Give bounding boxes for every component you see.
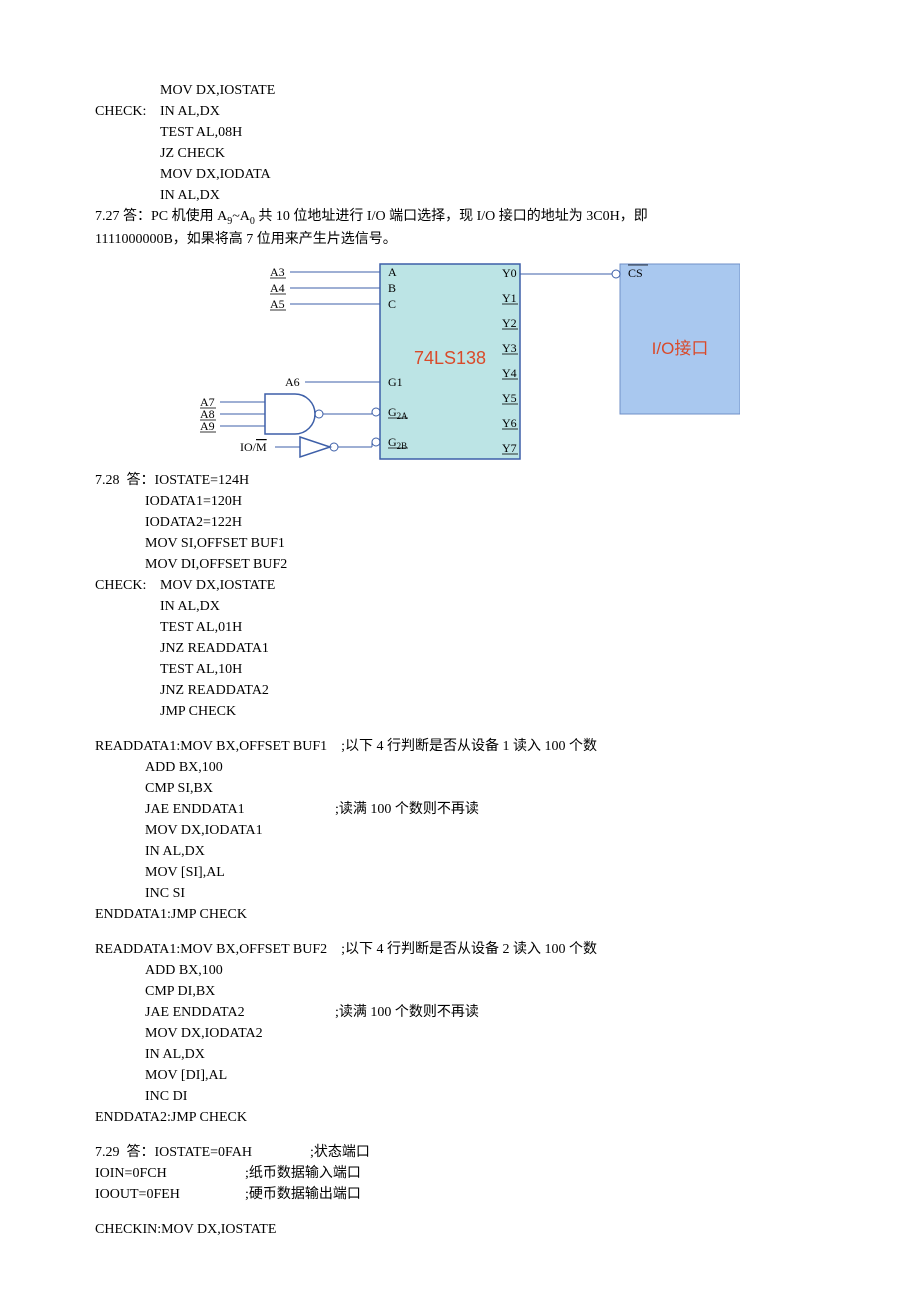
code-line: CHECKIN:MOV DX,IOSTATE (95, 1219, 825, 1240)
pin-y3: Y3 (502, 341, 517, 355)
cs-label: CS (628, 266, 643, 280)
decoder-diagram: 74LS138 A B C A3 A4 A5 G1 G2A G2B A6 A7 … (95, 254, 825, 464)
code-line: IN AL,DX (95, 185, 825, 206)
in-a6: A6 (285, 375, 300, 389)
code-line: TEST AL,08H (95, 122, 825, 143)
code: MOV DX,IOSTATE (160, 575, 275, 596)
code-line: MOV DX,IOSTATE (95, 80, 825, 101)
pin-g1: G1 (388, 375, 403, 389)
code-line: CMP SI,BX (95, 778, 825, 799)
in-a9: A9 (200, 419, 215, 433)
code-line: IOIN=0FCH;纸币数据输入端口 (95, 1163, 825, 1184)
label: CHECK: (95, 101, 160, 122)
pin-y5: Y5 (502, 391, 517, 405)
code-line: ENDDATA1:JMP CHECK (95, 904, 825, 925)
in-iom: IO/M (240, 440, 267, 454)
pin-y7: Y7 (502, 441, 517, 455)
nand-gate (265, 394, 315, 434)
chip-label: 74LS138 (414, 348, 486, 368)
pin-c: C (388, 297, 396, 311)
code-line: TEST AL,10H (95, 659, 825, 680)
code-line: 7.29 答：IOSTATE=0FAH;状态端口 (95, 1142, 825, 1163)
pin-y0: Y0 (502, 266, 517, 280)
code-line: JAE ENDDATA1;读满 100 个数则不再读 (95, 799, 825, 820)
code-line: CMP DI,BX (95, 981, 825, 1002)
code-line: 7.28 答：IOSTATE=124H (95, 470, 825, 491)
code-line: INC SI (95, 883, 825, 904)
q727-text2: 1111000000B，如果将高 7 位用来产生片选信号。 (95, 229, 825, 250)
q727-text: 7.27 答：PC 机使用 A9~A0 共 10 位地址进行 I/O 端口选择，… (95, 206, 825, 229)
code-line: IODATA1=120H (95, 491, 825, 512)
code-line: MOV DX,IODATA2 (95, 1023, 825, 1044)
pin-b: B (388, 281, 396, 295)
code-line: ADD BX,100 (95, 757, 825, 778)
text: 7.27 答：PC 机使用 A (95, 209, 227, 224)
code-line: TEST AL,01H (95, 617, 825, 638)
code-line: IODATA2=122H (95, 512, 825, 533)
code-line: CHECK: IN AL,DX (95, 101, 825, 122)
code-line: JZ CHECK (95, 143, 825, 164)
inverter (300, 437, 330, 457)
pin-a: A (388, 265, 397, 279)
code: IN AL,DX (160, 101, 220, 122)
code-line: CHECK: MOV DX,IOSTATE (95, 575, 825, 596)
code-line: JNZ READDATA1 (95, 638, 825, 659)
code-line: MOV DX,IODATA1 (95, 820, 825, 841)
code-line: MOV DX,IODATA (95, 164, 825, 185)
code-line: JMP CHECK (95, 701, 825, 722)
label: CHECK: (95, 575, 160, 596)
pin-y6: Y6 (502, 416, 517, 430)
pin-y4: Y4 (502, 366, 517, 380)
code-line: IOOUT=0FEH;硬币数据输出端口 (95, 1184, 825, 1205)
io-label: I/O接口 (652, 339, 709, 358)
code-line: MOV SI,OFFSET BUF1 (95, 533, 825, 554)
code-line: ADD BX,100 (95, 960, 825, 981)
code-line: READDATA1:MOV BX,OFFSET BUF1 ;以下 4 行判断是否… (95, 736, 825, 757)
code-line: INC DI (95, 1086, 825, 1107)
text: 共 10 位地址进行 I/O 端口选择，现 I/O 接口的地址为 3C0H，即 (255, 209, 648, 224)
code-line: ENDDATA2:JMP CHECK (95, 1107, 825, 1128)
code-line: JAE ENDDATA2;读满 100 个数则不再读 (95, 1002, 825, 1023)
code-line: IN AL,DX (95, 841, 825, 862)
in-a3: A3 (270, 265, 285, 279)
pin-y2: Y2 (502, 316, 517, 330)
code-line: IN AL,DX (95, 1044, 825, 1065)
code-line: JNZ READDATA2 (95, 680, 825, 701)
pin-y1: Y1 (502, 291, 517, 305)
code-line: IN AL,DX (95, 596, 825, 617)
code-line: MOV [SI],AL (95, 862, 825, 883)
in-a4: A4 (270, 281, 285, 295)
in-a5: A5 (270, 297, 285, 311)
code-line: READDATA1:MOV BX,OFFSET BUF2 ;以下 4 行判断是否… (95, 939, 825, 960)
code-line: MOV DI,OFFSET BUF2 (95, 554, 825, 575)
code-line: MOV [DI],AL (95, 1065, 825, 1086)
text: ~A (232, 209, 250, 224)
